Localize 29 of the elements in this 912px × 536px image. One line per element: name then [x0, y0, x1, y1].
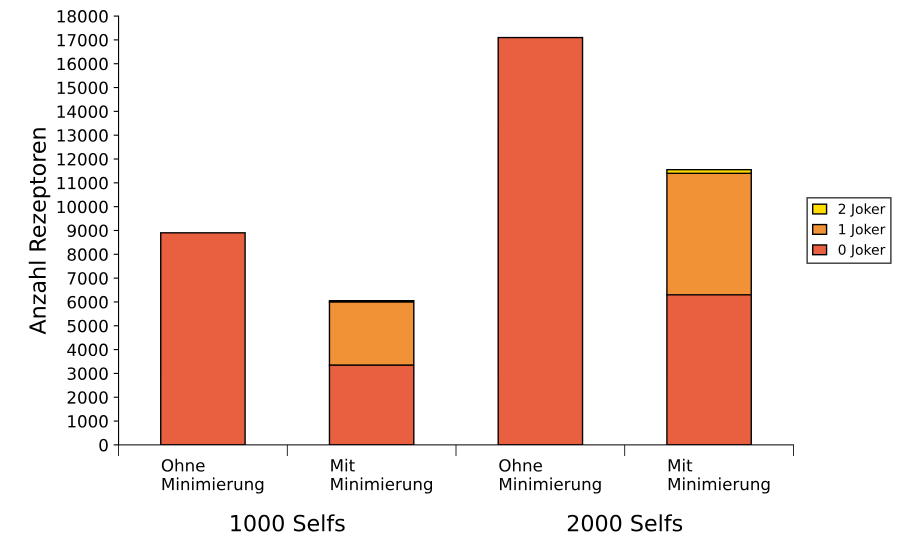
y-tick-label: 1000	[68, 415, 108, 428]
y-tick-label: 18000	[58, 10, 108, 23]
y-axis-title: Anzahl Rezeptoren	[28, 128, 50, 334]
y-tick-label: 7000	[68, 272, 108, 285]
y-tick-label: 0	[99, 438, 108, 452]
legend-label: 1 Joker	[839, 224, 886, 238]
y-tick-label: 2000	[68, 391, 108, 404]
y-tick-label: 10000	[58, 200, 108, 214]
y-tick-label: 5000	[68, 320, 108, 332]
y-tick-label: 8000	[68, 248, 108, 261]
y-tick-label: 15000	[58, 82, 108, 94]
y-tick-label: 11000	[58, 176, 108, 190]
y-tick-label: 4000	[67, 344, 108, 356]
x-tick-label: Ohne Minimierung	[499, 458, 601, 494]
x-tick-label: Mit Minimierung	[668, 458, 770, 494]
text: 1000 Selfs	[231, 514, 345, 532]
y-tick-label: 14000	[58, 105, 108, 118]
legend-label: 2 Joker	[838, 203, 886, 217]
y-tick-label: 17000	[58, 34, 108, 46]
legend-label: 0 Joker	[838, 244, 886, 258]
y-tick-label: 16000	[58, 58, 108, 70]
y-tick-label: 13000	[58, 129, 108, 142]
text: 2000 Selfs	[568, 514, 682, 532]
y-tick-label: 6000	[68, 296, 108, 309]
x-tick-label: Ohne Minimierung	[162, 458, 264, 494]
y-tick-label: 12000	[58, 152, 108, 166]
y-tick-label: 3000	[68, 367, 108, 380]
x-tick-label: Mit Minimierung	[331, 458, 432, 494]
y-tick-label: 9000	[67, 224, 108, 238]
